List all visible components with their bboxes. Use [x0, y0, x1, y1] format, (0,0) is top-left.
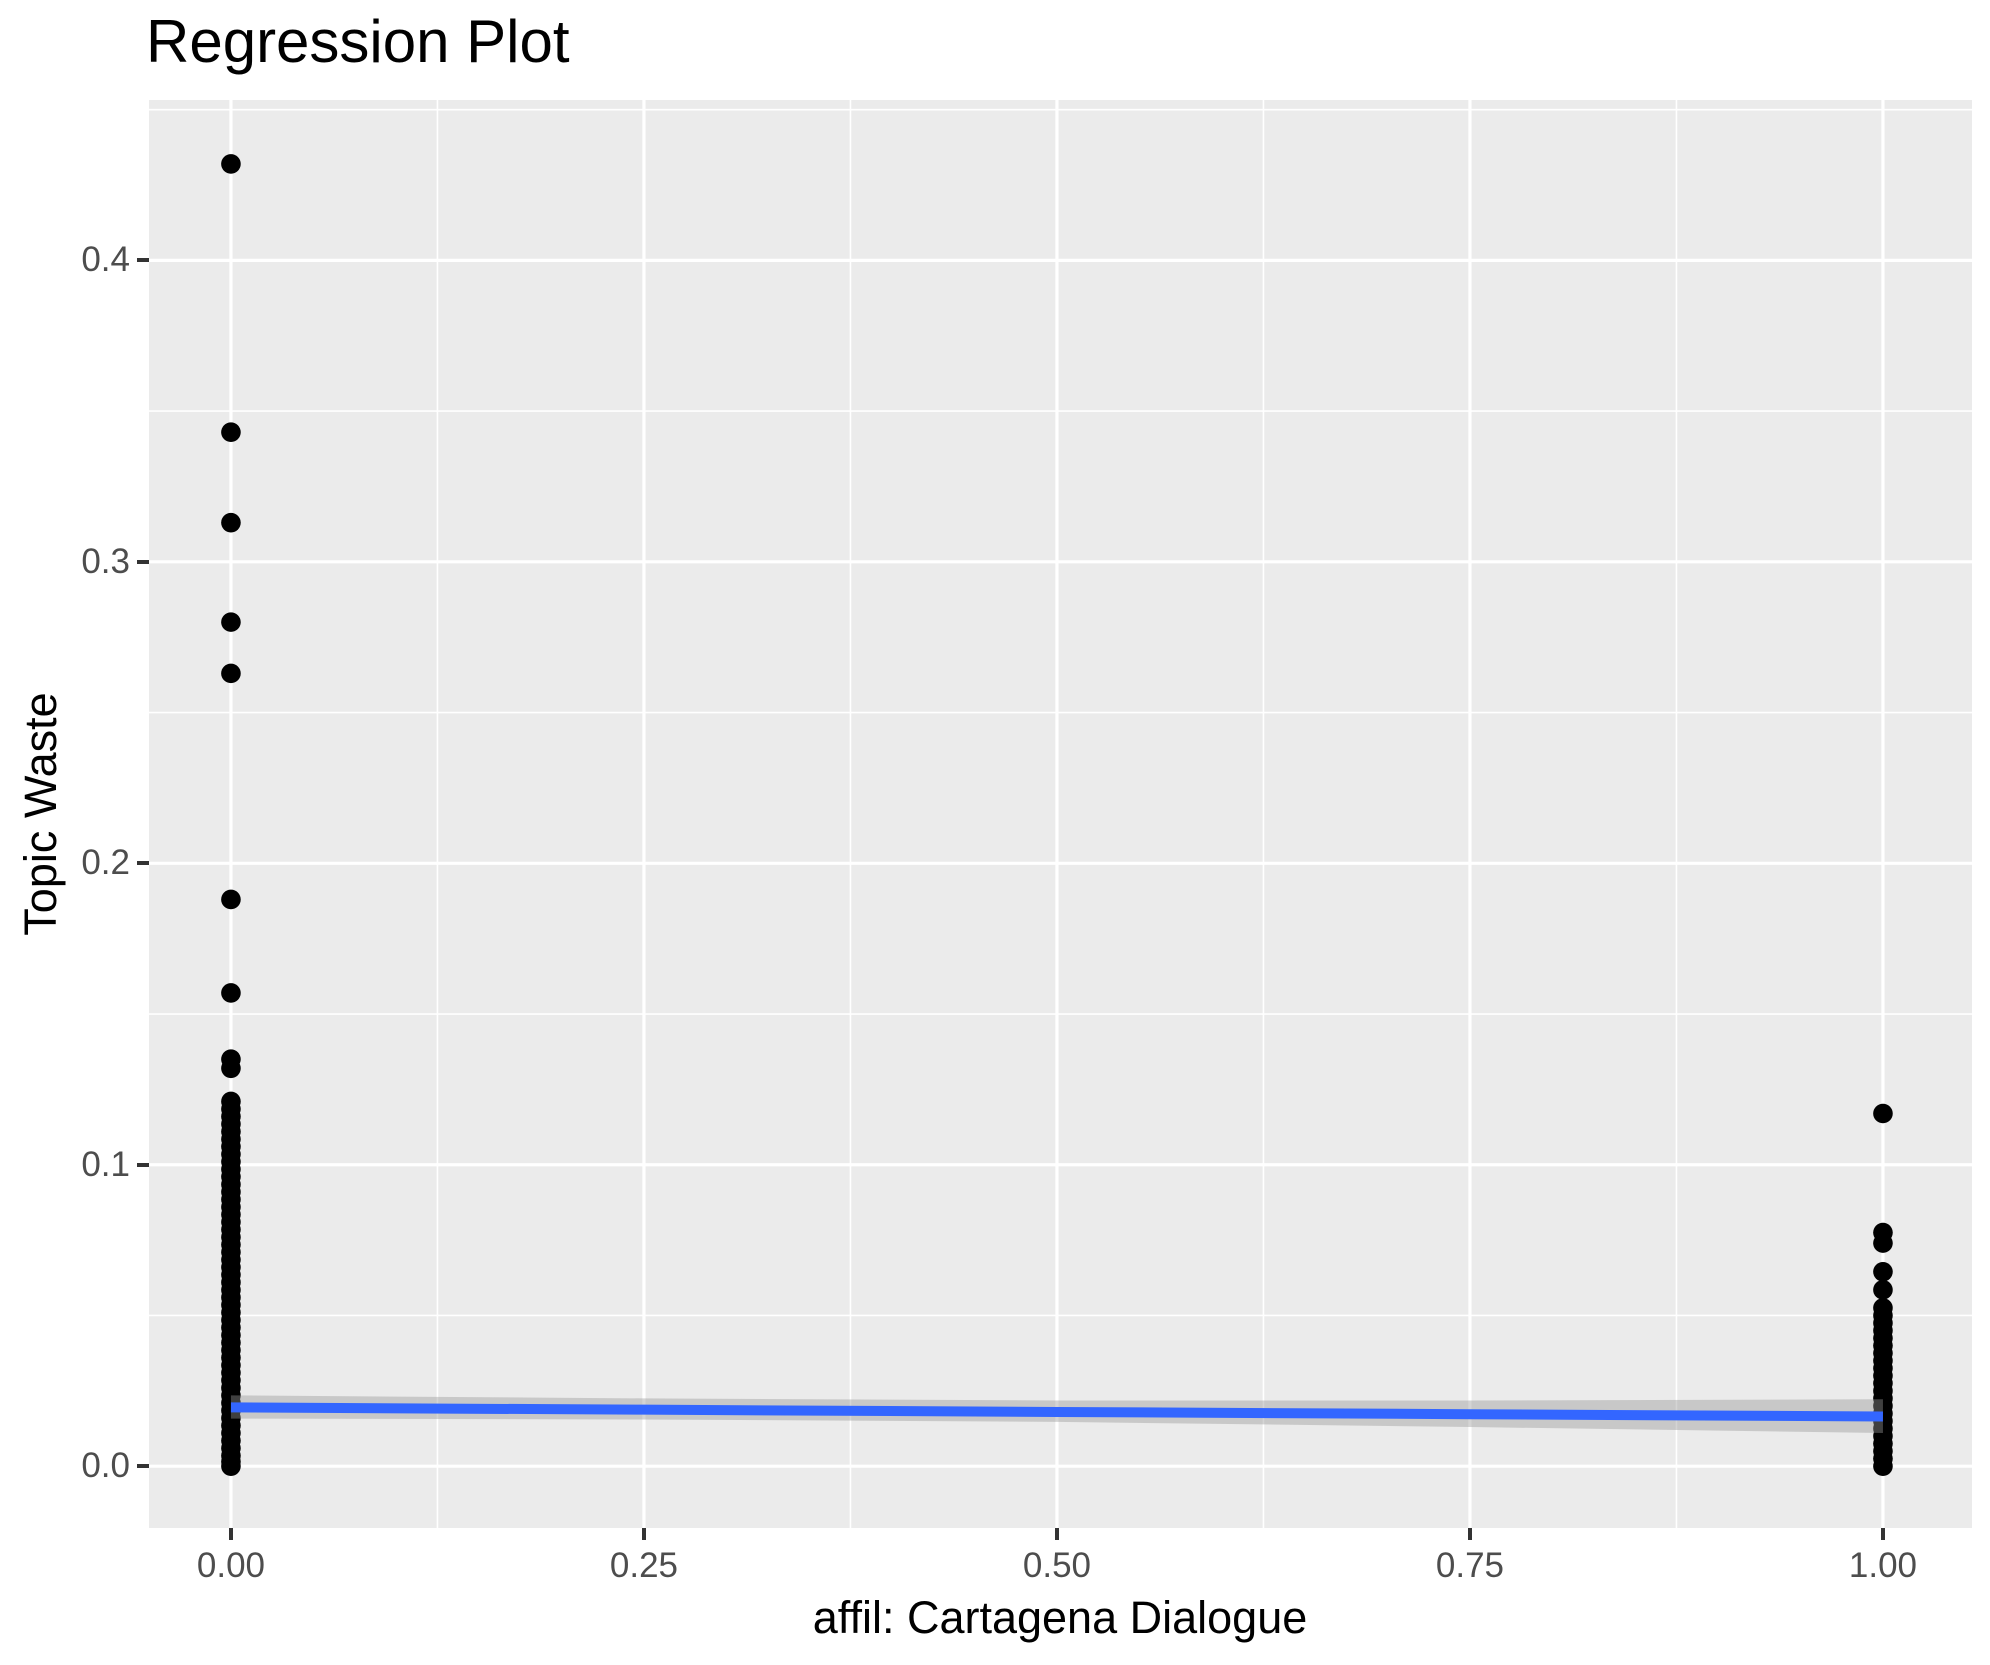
x-tick-label: 1.00	[1848, 1546, 1918, 1585]
chart-canvas	[149, 100, 1972, 1528]
data-point	[1873, 1456, 1893, 1477]
x-axis-tick	[1054, 1528, 1059, 1540]
plot-panel	[149, 100, 1972, 1528]
data-point	[221, 154, 241, 174]
data-point	[221, 422, 241, 443]
data-point	[221, 1456, 241, 1477]
x-axis-tick	[641, 1528, 646, 1540]
x-tick-label: 0.00	[196, 1546, 265, 1585]
plot-title: Regression Plot	[146, 8, 570, 75]
y-axis-tick	[137, 1162, 149, 1167]
data-point	[221, 1058, 241, 1079]
x-tick-label: 0.50	[1022, 1546, 1091, 1585]
y-axis-tick	[137, 559, 149, 564]
y-axis-tick	[137, 861, 149, 866]
y-tick-label: 0.2	[81, 843, 130, 883]
y-axis-title: Topic Waste	[15, 692, 66, 936]
data-point	[221, 889, 241, 910]
data-point	[221, 612, 241, 632]
data-point	[1873, 1280, 1893, 1300]
x-axis-tick	[228, 1528, 233, 1540]
x-axis-tick	[1880, 1528, 1885, 1540]
y-axis-tick	[137, 1464, 149, 1469]
data-point	[221, 663, 241, 684]
data-point	[1873, 1103, 1893, 1124]
y-tick-label: 0.1	[81, 1144, 130, 1184]
y-axis-tick	[137, 258, 149, 263]
x-tick-label: 0.25	[609, 1546, 678, 1585]
data-point	[1873, 1261, 1893, 1282]
x-axis-tick	[1467, 1528, 1472, 1540]
data-point	[221, 512, 241, 533]
data-point	[221, 983, 241, 1003]
y-tick-label: 0.3	[81, 541, 130, 581]
x-tick-label: 0.75	[1435, 1546, 1504, 1585]
y-tick-label: 0.0	[81, 1446, 130, 1486]
regression-line	[230, 1402, 1883, 1422]
data-point	[1873, 1233, 1893, 1253]
y-tick-label: 0.4	[81, 240, 130, 280]
x-axis-title: affil: Cartagena Dialogue	[812, 1592, 1308, 1643]
